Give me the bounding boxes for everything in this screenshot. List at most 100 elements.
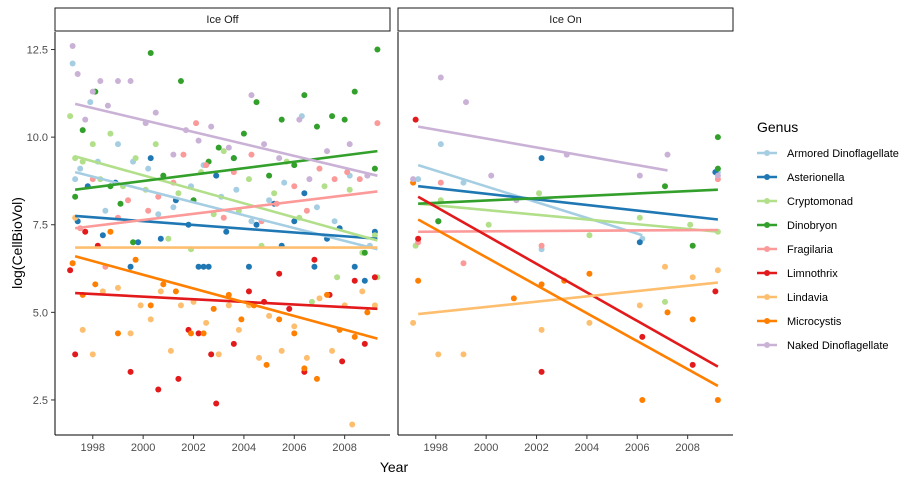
point-dinobryon bbox=[714, 134, 721, 141]
point-armored-dinoflagellate bbox=[460, 179, 467, 186]
trend-line-limnothrix bbox=[417, 195, 719, 368]
point-lindavia bbox=[714, 267, 721, 274]
x-tick-label: 2000 bbox=[131, 442, 155, 454]
point-fragilaria bbox=[374, 120, 381, 127]
point-cryptomonad bbox=[152, 141, 159, 148]
point-cryptomonad bbox=[165, 235, 172, 242]
legend-label: Armored Dinoflagellate bbox=[787, 148, 899, 160]
point-lindavia bbox=[256, 354, 263, 361]
point-limnothrix bbox=[276, 270, 283, 277]
point-cryptomonad bbox=[661, 298, 668, 305]
point-naked-dinoflagellate bbox=[664, 151, 671, 158]
point-lindavia bbox=[349, 421, 356, 428]
point-limnothrix bbox=[415, 235, 422, 242]
trend-line-naked-dinoflagellate bbox=[417, 125, 668, 172]
trend-line-naked-dinoflagellate bbox=[74, 102, 378, 177]
legend-point-key bbox=[764, 198, 770, 204]
legend-point-key bbox=[764, 150, 770, 156]
legend-item-armored-dinoflagellate: Armored Dinoflagellate bbox=[757, 148, 899, 160]
y-tick-label: 2.5 bbox=[33, 395, 48, 407]
point-dinobryon bbox=[351, 88, 358, 95]
point-naked-dinoflagellate bbox=[714, 172, 721, 179]
point-limnothrix bbox=[311, 256, 318, 263]
point-microcystis bbox=[689, 316, 696, 323]
legend-label: Limnothrix bbox=[787, 268, 838, 280]
point-dinobryon bbox=[689, 242, 696, 249]
point-cryptomonad bbox=[636, 214, 643, 221]
x-tick-label: 1998 bbox=[81, 442, 105, 454]
point-cryptomonad bbox=[321, 183, 328, 190]
point-asterionella bbox=[636, 239, 643, 246]
trend-line-microcystis bbox=[74, 255, 378, 340]
legend-point-key bbox=[764, 174, 770, 180]
point-limnothrix bbox=[195, 330, 202, 337]
trend-line-asterionella bbox=[75, 214, 378, 241]
point-fragilaria bbox=[437, 179, 444, 186]
point-fragilaria bbox=[538, 242, 545, 249]
legend-item-limnothrix: Limnothrix bbox=[757, 268, 838, 280]
facet-strip bbox=[54, 7, 391, 32]
point-microcystis bbox=[714, 396, 721, 403]
legend-label: Asterionella bbox=[787, 172, 845, 184]
legend-item-dinobryon: Dinobryon bbox=[757, 220, 837, 232]
point-naked-dinoflagellate bbox=[208, 123, 215, 130]
point-fragilaria bbox=[203, 162, 210, 169]
point-armored-dinoflagellate bbox=[281, 179, 288, 186]
point-dinobryon bbox=[313, 123, 320, 130]
point-microcystis bbox=[291, 330, 298, 337]
y-tick-label: 5.0 bbox=[33, 307, 48, 319]
y-tick-label: 10.0 bbox=[27, 132, 48, 144]
point-fragilaria bbox=[248, 151, 255, 158]
point-asterionella bbox=[245, 263, 252, 270]
point-lindavia bbox=[316, 295, 323, 302]
legend-point-key bbox=[764, 222, 770, 228]
point-lindavia bbox=[329, 347, 336, 354]
point-limnothrix bbox=[82, 228, 89, 235]
point-microcystis bbox=[324, 291, 331, 298]
point-cryptomonad bbox=[687, 221, 694, 228]
point-armored-dinoflagellate bbox=[69, 60, 76, 67]
point-naked-dinoflagellate bbox=[437, 74, 444, 81]
x-tick-label: 2002 bbox=[181, 442, 205, 454]
legend-point-key bbox=[764, 342, 770, 348]
point-microcystis bbox=[510, 295, 517, 302]
point-armored-dinoflagellate bbox=[437, 141, 444, 148]
point-microcystis bbox=[364, 309, 371, 316]
legend-title: Genus bbox=[757, 119, 798, 135]
point-limnothrix bbox=[175, 375, 182, 382]
legend-point-key bbox=[764, 318, 770, 324]
point-lindavia bbox=[215, 351, 222, 358]
point-lindavia bbox=[291, 323, 298, 330]
point-asterionella bbox=[135, 239, 142, 246]
point-armored-dinoflagellate bbox=[331, 218, 338, 225]
point-lindavia bbox=[636, 302, 643, 309]
trend-line-microcystis bbox=[417, 218, 719, 388]
point-microcystis bbox=[301, 365, 308, 372]
point-dinobryon bbox=[714, 165, 721, 172]
point-lindavia bbox=[147, 316, 154, 323]
point-limnothrix bbox=[155, 386, 162, 393]
trend-line-asterionella bbox=[418, 184, 719, 221]
point-microcystis bbox=[107, 228, 114, 235]
point-limnothrix bbox=[351, 277, 358, 284]
point-cryptomonad bbox=[536, 190, 543, 197]
point-lindavia bbox=[177, 302, 184, 309]
point-dinobryon bbox=[253, 99, 260, 106]
point-fragilaria bbox=[291, 183, 298, 190]
point-naked-dinoflagellate bbox=[410, 176, 417, 183]
trend-lines-layer bbox=[417, 125, 719, 388]
point-armored-dinoflagellate bbox=[248, 218, 255, 225]
point-armored-dinoflagellate bbox=[145, 165, 152, 172]
point-asterionella bbox=[200, 263, 207, 270]
point-limnothrix bbox=[213, 400, 220, 407]
point-dinobryon bbox=[301, 92, 308, 99]
point-microcystis bbox=[132, 256, 139, 263]
point-microcystis bbox=[188, 330, 195, 337]
point-lindavia bbox=[371, 302, 378, 309]
point-armored-dinoflagellate bbox=[313, 204, 320, 211]
x-tick-label: 2004 bbox=[232, 442, 256, 454]
point-cryptomonad bbox=[89, 141, 96, 148]
point-asterionella bbox=[213, 172, 220, 179]
point-dinobryon bbox=[266, 172, 273, 179]
point-naked-dinoflagellate bbox=[324, 148, 331, 155]
